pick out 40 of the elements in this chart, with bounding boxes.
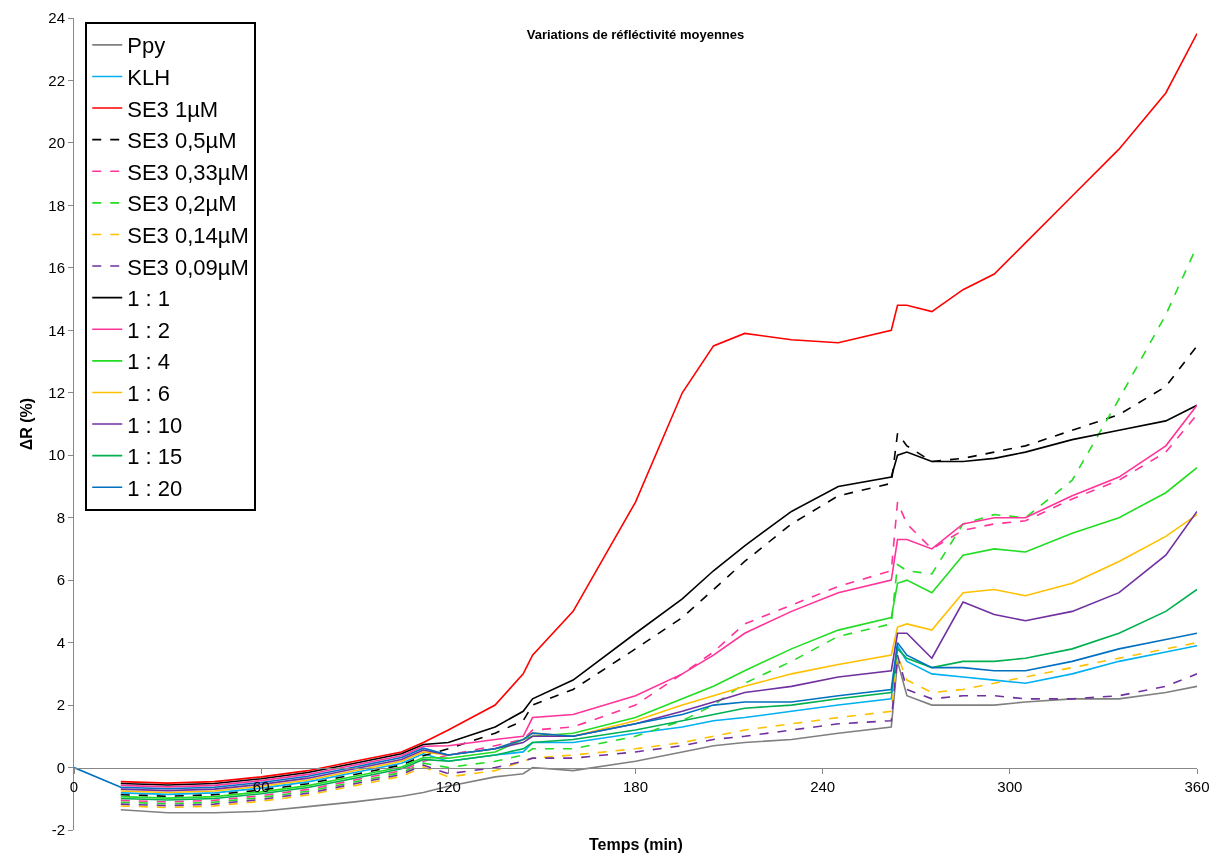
x-tick-label: 300 [997,777,1023,795]
y-tick-label: 4 [56,633,65,651]
y-tick-label: 24 [48,9,65,27]
y-tick-label: 0 [56,758,65,776]
y-tick-label: 8 [56,508,65,526]
legend-label: 1 : 15 [127,444,183,470]
legend-label: SE3 0,33µM [127,159,249,185]
y-axis-title: ΔR (%) [18,397,35,451]
legend-label: SE3 0,09µM [127,254,249,280]
legend-label: 1 : 6 [127,381,171,407]
legend-label: 1 : 20 [127,475,183,501]
x-tick-label: 360 [1184,777,1210,795]
y-tick-label: 12 [48,384,65,402]
y-tick-label: 18 [48,196,65,214]
x-axis-title: Temps (min) [589,836,683,853]
text: Variations de réfléctivité moyennes [526,27,745,43]
legend-label: SE3 0,2µM [127,191,237,217]
legend-label: SE3 0,5µM [127,128,237,154]
legend-label: 1 : 10 [127,412,183,438]
y-tick-label: 20 [48,134,65,152]
legend-label: SE3 1µM [127,96,219,122]
y-tick-label: 22 [48,71,65,89]
x-tick-label: 240 [810,777,836,795]
x-tick-label: 180 [622,777,649,795]
y-tick-label: 6 [56,571,65,589]
y-tick-label: 10 [48,446,65,464]
x-tick-label: 0 [69,777,79,795]
legend-label: 1 : 2 [127,317,171,343]
x-tick-label: 60 [252,777,270,795]
y-tick-label: 16 [48,259,65,277]
legend-label: Ppy [127,33,166,59]
y-tick-label: 2 [56,696,65,714]
legend-label: SE3 0,14µM [127,223,249,249]
y-tick-label: 14 [48,321,65,339]
y-tick-label: -2 [51,821,65,839]
legend-label: 1 : 4 [127,349,171,375]
line-series [119,32,1197,784]
legend-label: KLH [127,65,171,91]
legend-label: 1 : 1 [127,286,171,312]
x-tick-label: 120 [435,777,461,795]
